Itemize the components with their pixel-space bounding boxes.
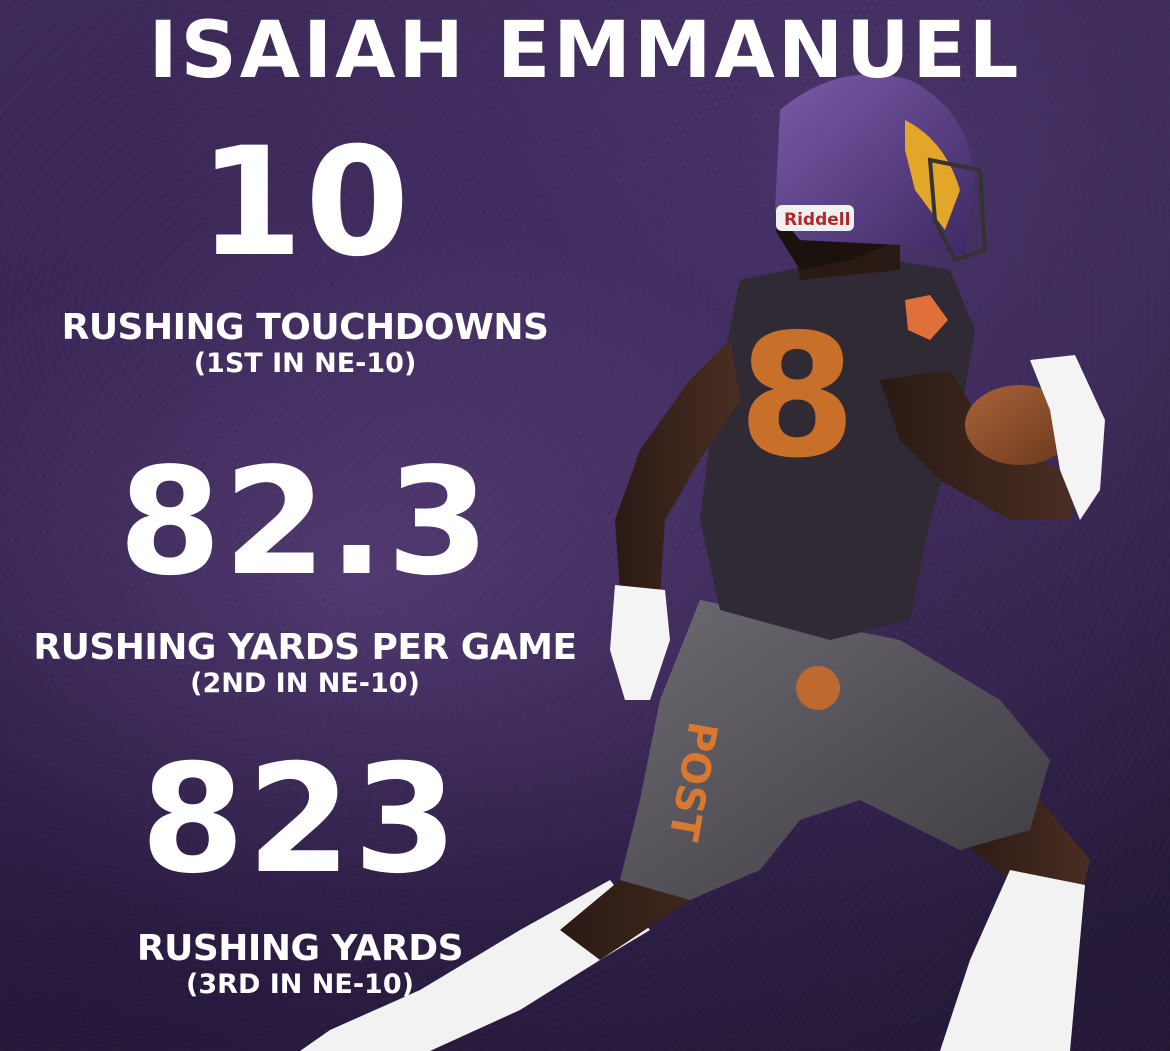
- jersey: [700, 255, 975, 640]
- jersey-number: 8: [738, 298, 856, 496]
- face-mask: [927, 157, 988, 263]
- left-sock: [300, 880, 650, 1051]
- stat-rank: (3RD IN NE-10): [186, 968, 414, 1000]
- stat-label: RUSHING YARDS PER GAME: [33, 627, 577, 668]
- football: [965, 385, 1075, 465]
- helmet-brand: Riddell: [784, 210, 850, 230]
- stat-value: 10: [198, 116, 412, 290]
- shoulder-logo-icon: [905, 295, 948, 340]
- right-glove: [1030, 355, 1105, 520]
- stat-value: 823: [140, 733, 460, 907]
- stat-rank: (2ND IN NE-10): [190, 667, 420, 699]
- pants-logo-icon: [796, 666, 840, 710]
- pants: [620, 600, 1050, 900]
- left-glove: [610, 585, 670, 700]
- helmet-brand-badge: [776, 205, 854, 231]
- stat-block-touchdowns: 10 RUSHING TOUCHDOWNS (1ST IN NE-10): [5, 128, 605, 379]
- stat-rank: (1ST IN NE-10): [193, 347, 417, 379]
- right-sock: [940, 870, 1085, 1051]
- stat-value: 82.3: [118, 436, 492, 608]
- stat-label: RUSHING TOUCHDOWNS: [61, 307, 549, 348]
- left-arm: [615, 340, 740, 595]
- stat-block-rushing-yards: 823 RUSHING YARDS (3RD IN NE-10): [0, 745, 600, 1000]
- stat-block-yards-per-game: 82.3 RUSHING YARDS PER GAME (2ND IN NE-1…: [5, 448, 605, 699]
- player-name-title: ISAIAH EMMANUEL: [148, 6, 1022, 96]
- stat-label: RUSHING YARDS: [136, 928, 464, 969]
